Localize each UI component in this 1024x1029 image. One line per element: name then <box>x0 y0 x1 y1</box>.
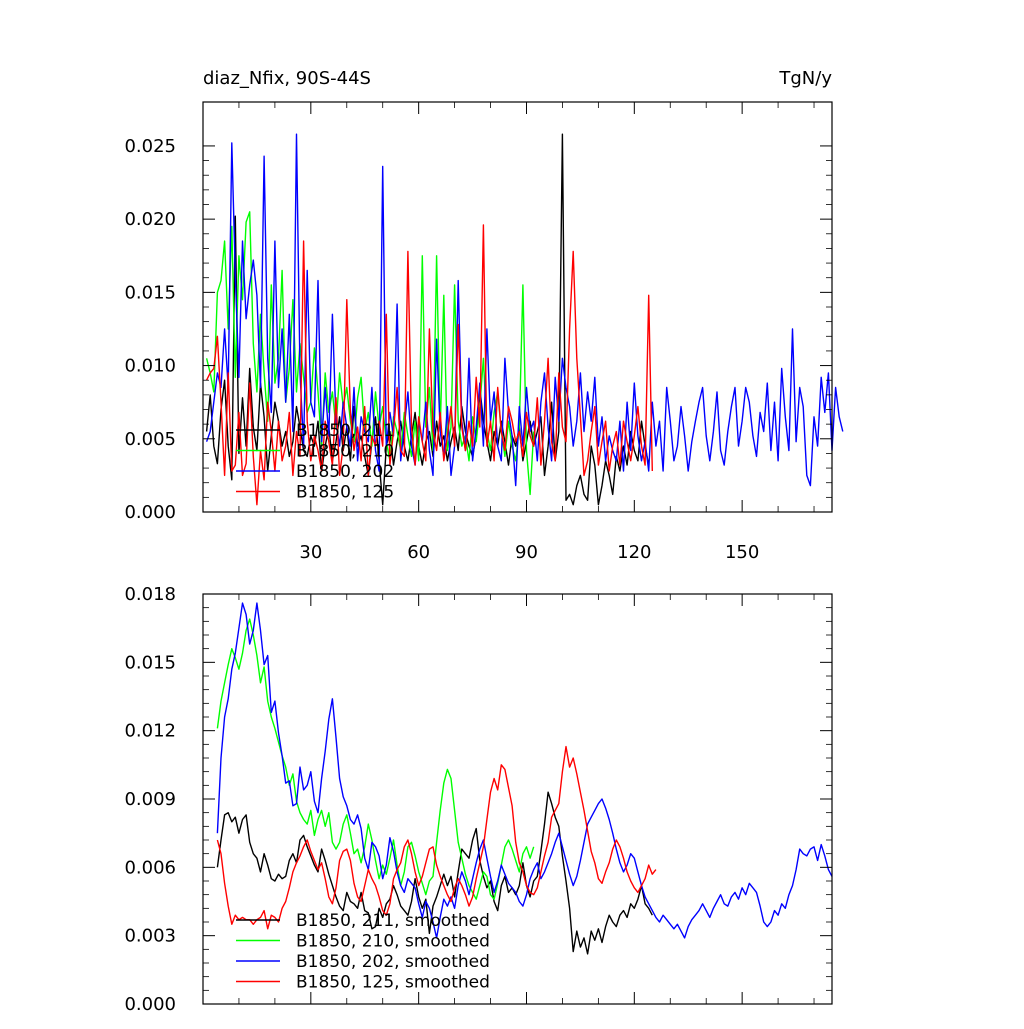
panel-2-y-tick-label: 0.015 <box>124 652 176 673</box>
panel-1-y-tick-label: 0.000 <box>124 502 176 523</box>
panel-2-y-tick-label: 0.018 <box>124 584 176 605</box>
panel-2-y-tick-label: 0.006 <box>124 857 176 878</box>
panel-2-series-line-3 <box>216 602 833 939</box>
panel-1-units: TgN/y <box>778 68 832 89</box>
panel-1-y-tick-label: 0.015 <box>124 282 176 303</box>
panel-2-legend-label-4: B1850, 125, smoothed <box>296 973 490 993</box>
panel-1-series-line-3 <box>205 133 844 487</box>
panel-2-series-line-2 <box>216 618 535 900</box>
panel-1-x-tick-label: 30 <box>299 542 322 563</box>
panel-1-x-tick-label: 90 <box>515 542 538 563</box>
panel-1-legend-label-4: B1850, 125 <box>296 483 394 503</box>
panel-1-x-tick-label: 120 <box>617 542 651 563</box>
panel-2-series-line-1 <box>216 791 653 955</box>
panel-1-title: diaz_Nfix, 90S-44S <box>203 68 371 89</box>
panel-2-y-tick-label: 0.000 <box>124 994 176 1015</box>
panel-2-legend-label-2: B1850, 210, smoothed <box>296 932 490 952</box>
panel-1-legend-label-1: B1850, 211 <box>296 421 394 441</box>
panel-1-y-tick-label: 0.020 <box>124 209 176 230</box>
panel-2-y-tick-label: 0.003 <box>124 926 176 947</box>
panel-1-y-tick-label: 0.010 <box>124 356 176 377</box>
panel-1-y-tick-label: 0.005 <box>124 429 176 450</box>
panel-2-legend-label-3: B1850, 202, smoothed <box>296 952 490 972</box>
panel-1-series-line-4 <box>205 224 653 506</box>
panel-1-legend-label-2: B1850, 210 <box>296 442 394 462</box>
panel-1-legend-label-3: B1850, 202 <box>296 462 394 482</box>
panel-1-y-tick-label: 0.025 <box>124 136 176 157</box>
panel-2-y-tick-label: 0.012 <box>124 721 176 742</box>
panel-2-series-line-4 <box>216 745 657 930</box>
panel-1-x-tick-label: 150 <box>725 542 759 563</box>
panel-1-x-tick-label: 60 <box>407 542 430 563</box>
panel-2-legend-label-1: B1850, 211, smoothed <box>296 911 490 931</box>
panel-2-y-tick-label: 0.009 <box>124 789 176 810</box>
